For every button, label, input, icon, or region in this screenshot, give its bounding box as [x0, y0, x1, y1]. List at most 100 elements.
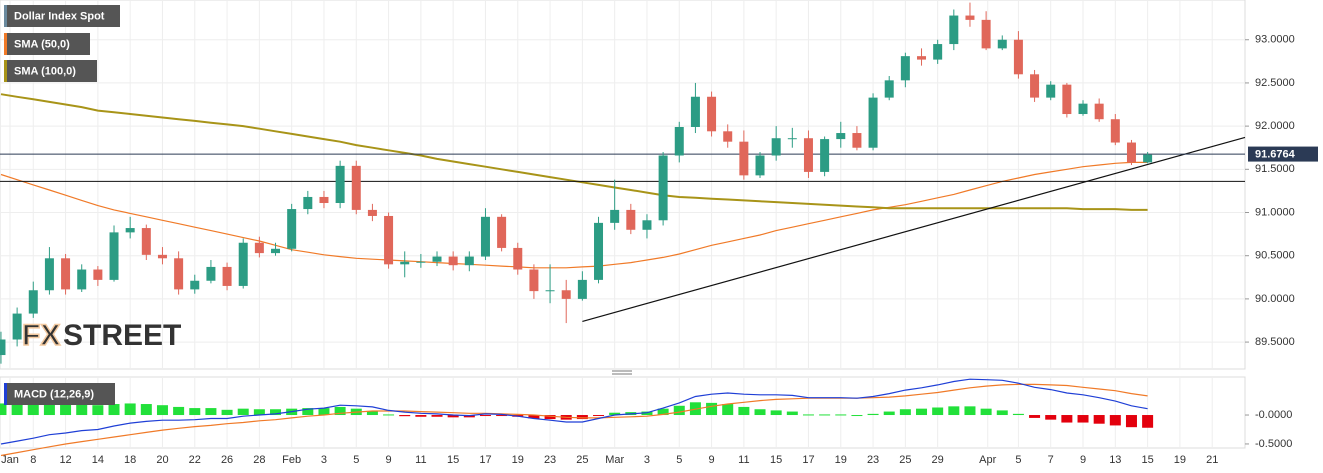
histogram-bar — [156, 405, 168, 416]
candle-body — [707, 96, 717, 132]
histogram-bar — [948, 406, 960, 416]
y-tick-label: 91.5000 — [1255, 163, 1295, 175]
x-tick-label: Feb — [282, 454, 301, 466]
candle-body — [448, 256, 458, 266]
histogram-bar — [770, 410, 782, 416]
histogram-bar — [415, 415, 427, 417]
candle-body — [93, 269, 103, 280]
histogram-bar — [544, 415, 556, 420]
candle-body — [28, 290, 38, 314]
histogram-bar — [173, 406, 185, 416]
candle-body — [206, 266, 216, 281]
histogram-bar — [754, 409, 766, 416]
candle-body — [836, 133, 846, 140]
x-tick-label: 20 — [156, 454, 168, 466]
histogram-bar — [237, 408, 249, 416]
histogram-bar — [1061, 415, 1073, 423]
histogram-bar — [270, 409, 282, 416]
histogram-bar — [1125, 415, 1137, 428]
watermark: STREET — [63, 319, 181, 352]
legend-label: MACD (12,26,9) — [14, 388, 94, 400]
candle-body — [626, 209, 636, 230]
candle-body — [61, 258, 71, 290]
candle-body — [1110, 119, 1120, 143]
histogram-bar — [899, 409, 911, 416]
histogram-bar — [786, 411, 798, 416]
histogram-bar — [851, 415, 863, 417]
histogram-bar — [802, 414, 814, 416]
y-tick-label: 93.0000 — [1255, 34, 1295, 46]
histogram-bar — [819, 414, 831, 416]
x-tick-label: 5 — [353, 454, 359, 466]
legend-swatch — [4, 33, 7, 55]
x-tick-label: 29 — [932, 454, 944, 466]
candle-body — [529, 269, 539, 292]
histogram-bar — [673, 405, 685, 416]
candle-body — [610, 209, 620, 223]
y-tick-label: 89.5000 — [1255, 336, 1295, 348]
y-tick-label: 90.5000 — [1255, 250, 1295, 262]
histogram-bar — [11, 403, 23, 416]
histogram-bar — [1109, 415, 1121, 426]
candle-body — [594, 222, 604, 280]
trend-line — [582, 136, 1246, 322]
candle-body — [1094, 103, 1104, 120]
macd-line — [0, 378, 1148, 445]
histogram-bar — [883, 411, 895, 416]
candle-body — [755, 155, 765, 176]
candle-body — [658, 155, 668, 221]
x-tick-label: 7 — [1048, 454, 1054, 466]
candle-body — [238, 242, 248, 286]
candle-body — [12, 313, 22, 340]
candle-body — [222, 266, 232, 286]
histogram-bar — [964, 406, 976, 416]
histogram-bar — [221, 409, 233, 416]
histogram-bar — [980, 408, 992, 416]
x-tick-label: 9 — [1080, 454, 1086, 466]
candle-body — [44, 258, 54, 291]
candle-body — [803, 138, 813, 172]
y-tick-label: 90.0000 — [1255, 293, 1295, 305]
histogram-bar — [835, 414, 847, 416]
candle-body — [771, 138, 781, 156]
candle-body — [1126, 142, 1136, 163]
histogram-bar — [916, 408, 928, 416]
x-tick-label: 15 — [1141, 454, 1153, 466]
candle-body — [852, 133, 862, 148]
candle-body — [545, 290, 555, 292]
x-tick-label: 19 — [835, 454, 847, 466]
candle-body — [739, 141, 749, 176]
histogram-bar — [1093, 415, 1105, 424]
legend-box — [4, 383, 115, 405]
x-tick-label: 3 — [321, 454, 327, 466]
histogram-bar — [1045, 415, 1057, 420]
histogram-bar — [867, 413, 879, 416]
histogram-bar — [706, 402, 718, 416]
macd-pane — [0, 376, 1246, 449]
candle-body — [287, 209, 297, 249]
legend-box — [4, 60, 97, 82]
histogram-bar — [1142, 415, 1154, 428]
candle-body — [561, 290, 571, 299]
histogram-bar — [253, 409, 265, 416]
histogram-bar — [431, 415, 443, 417]
x-tick-label: 9 — [386, 454, 392, 466]
x-tick-label: 17 — [479, 454, 491, 466]
candle-body — [1046, 84, 1056, 98]
candle-body — [351, 165, 361, 210]
histogram-bar — [318, 408, 330, 416]
histogram-bar — [722, 404, 734, 416]
legend-box — [4, 33, 90, 55]
histogram-bar — [189, 408, 201, 416]
histogram-bar — [302, 408, 314, 416]
candle-body — [981, 19, 991, 49]
histogram-bar — [738, 406, 750, 416]
legend-label: Dollar Index Spot — [14, 10, 105, 22]
candle-body — [1013, 39, 1023, 75]
candle-body — [190, 280, 200, 290]
histogram-bar — [932, 407, 944, 416]
histogram-bar — [366, 410, 378, 416]
x-tick-label: 5 — [676, 454, 682, 466]
legend-label: SMA (50,0) — [14, 38, 70, 50]
histogram-bar — [124, 403, 136, 416]
